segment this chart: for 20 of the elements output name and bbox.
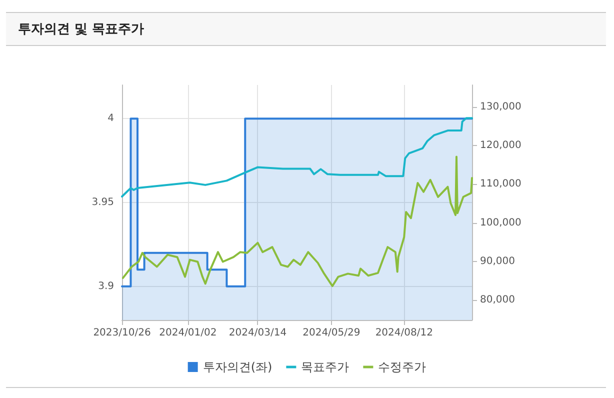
line-series xyxy=(121,117,473,198)
chart-title: 투자의견 및 목표주가 xyxy=(18,21,144,38)
x-tick-label: 2024/01/02 xyxy=(159,328,217,338)
y2-tick-label: 100,000 xyxy=(480,217,522,228)
line-series xyxy=(122,156,473,288)
legend-label: 목표주가 xyxy=(301,360,350,374)
y2-tick-label: 90,000 xyxy=(480,256,515,267)
y2-tick-label: 130,000 xyxy=(480,101,522,112)
legend-label: 투자의견(좌) xyxy=(202,360,272,374)
y-tick-label: 3.95 xyxy=(92,197,114,208)
y2-tick-label: 120,000 xyxy=(480,140,522,152)
x-tick-label: 2024/03/14 xyxy=(228,328,287,338)
legend-label: 수정주가 xyxy=(378,360,426,374)
y2-tick-label: 110,000 xyxy=(480,178,522,190)
x-tick-label: 2023/10/26 xyxy=(93,328,151,338)
x-tick-label: 2024/05/29 xyxy=(302,328,360,338)
y-tick-label: 3.9 xyxy=(98,280,114,292)
y-tick-label: 4 xyxy=(108,113,114,124)
x-tick-label: 2024/08/12 xyxy=(375,328,433,338)
y2-tick-label: 80,000 xyxy=(480,294,515,306)
